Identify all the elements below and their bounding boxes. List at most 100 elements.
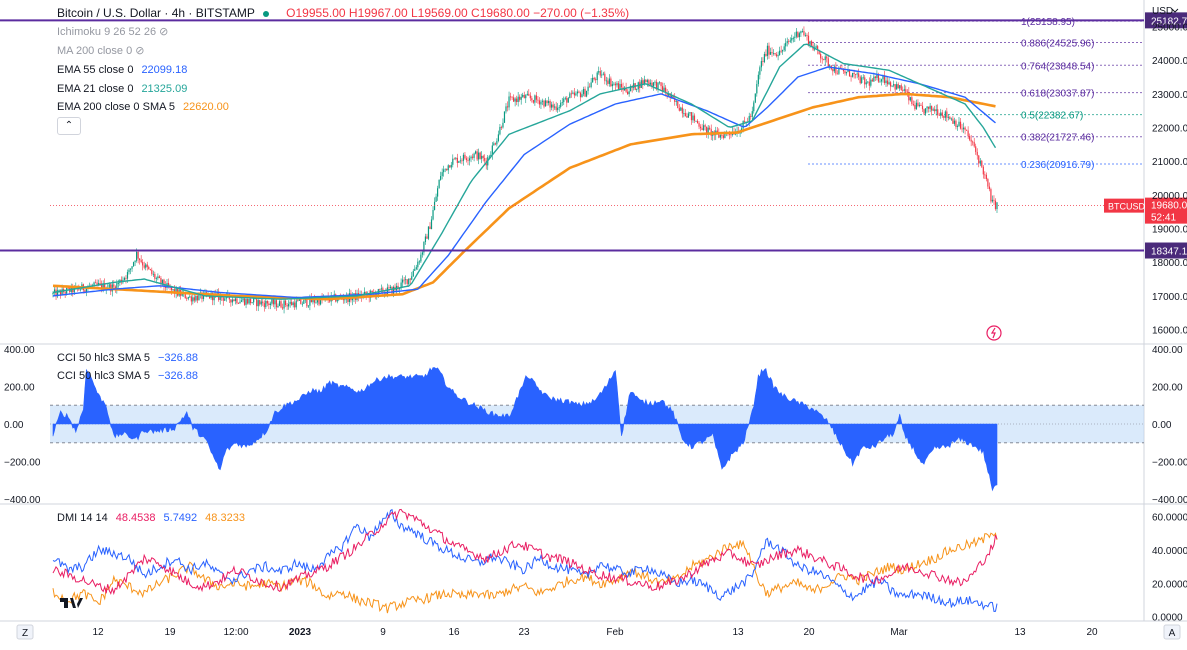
candle-body: [464, 154, 466, 159]
candle-body: [443, 169, 445, 173]
candle-body: [385, 292, 387, 295]
cci-left-tick-label: −400.00: [4, 495, 41, 506]
candle-body: [633, 83, 635, 88]
fib-level-label: 0.764(23848.54): [1021, 61, 1094, 72]
ema21-value: 21325.09: [141, 83, 188, 95]
candle-body: [186, 298, 188, 300]
candle-body: [318, 299, 320, 305]
candle-body: [718, 133, 720, 138]
candle-body: [699, 126, 702, 129]
candle-body: [905, 89, 907, 92]
price-tick-label: 16000.0: [1152, 326, 1187, 337]
candle-body: [447, 165, 449, 171]
ichimoku-label: Ichimoku 9 26 52 26: [57, 26, 157, 38]
candle-body: [479, 152, 481, 159]
candle-body: [438, 179, 440, 189]
candle-body: [889, 82, 892, 87]
candle-body: [540, 101, 542, 105]
candle-body: [598, 71, 600, 73]
legend-cci-1[interactable]: CCI 50 hlc3 SMA 5 −326.88: [57, 352, 198, 365]
symbol-title[interactable]: Bitcoin / U.S. Dollar · 4h · BITSTAMP: [57, 6, 255, 20]
legend-ema55[interactable]: EMA 55 close 0 22099.18: [57, 64, 187, 77]
legend-ma200[interactable]: MA 200 close 0 ⊘: [57, 45, 145, 58]
candle-body: [246, 299, 249, 304]
candle-body: [757, 74, 759, 85]
candle-body: [499, 126, 501, 135]
candle-body: [248, 298, 250, 304]
resistance-label: 25182.7: [1151, 16, 1187, 27]
dmi-tick-label: 20.0000: [1152, 579, 1187, 590]
candle-body: [608, 78, 610, 84]
candle-body: [950, 118, 952, 120]
candle-body: [143, 265, 145, 268]
candle-body: [195, 295, 197, 301]
candle-body: [809, 41, 811, 45]
support-badge: [1145, 242, 1187, 259]
candle-body: [60, 290, 62, 295]
candle-body: [978, 155, 980, 164]
tradingview-logo-icon: [60, 598, 83, 608]
candle-body: [420, 254, 422, 262]
candle-body: [771, 52, 773, 54]
candle-body: [344, 299, 346, 301]
candle-body: [157, 276, 159, 279]
candle-body: [94, 282, 97, 284]
candle-body: [792, 37, 794, 39]
candle-body: [779, 50, 781, 56]
candle-body: [789, 40, 791, 42]
candle-body: [803, 31, 805, 36]
candle-body: [509, 96, 512, 98]
candle-body: [455, 157, 457, 159]
legend-dmi[interactable]: DMI 14 14 48.4538 5.7492 48.3233: [57, 512, 245, 525]
candle-body: [444, 168, 446, 170]
candle-body: [538, 100, 541, 105]
x-tick-label: 13: [732, 627, 744, 638]
candle-body: [265, 300, 267, 308]
candle-body: [190, 296, 192, 302]
candle-body: [940, 112, 942, 116]
candle-body: [768, 45, 770, 55]
candle-body: [192, 297, 194, 302]
zoom-button-label: Z: [22, 628, 28, 639]
collapse-legend-button[interactable]: ⌃: [57, 117, 81, 135]
eye-hidden-icon[interactable]: ⊘: [159, 26, 169, 38]
candle-body: [753, 102, 755, 112]
candle-body: [894, 84, 896, 90]
candle-body: [578, 91, 580, 93]
fib-level-label: 0.618(23037.87): [1021, 89, 1094, 100]
candle-body: [984, 174, 986, 176]
candle-body: [522, 94, 524, 97]
candle-body: [918, 104, 921, 106]
candle-body: [525, 95, 527, 99]
candle-body: [250, 298, 252, 304]
candle-body: [380, 288, 382, 290]
horizontal-levels: 25182.7 18347.1 BTCUSD 19680.052:41: [0, 12, 1187, 341]
legend-ema21[interactable]: EMA 21 close 0 21325.09: [57, 83, 187, 96]
candle-body: [754, 93, 756, 103]
dmi-plus-value: 5.7492: [163, 512, 198, 524]
candle-body: [721, 135, 723, 136]
candle-body: [234, 298, 237, 302]
candle-body: [579, 92, 582, 98]
candle-body: [67, 287, 69, 289]
candle-body: [636, 89, 638, 90]
candle-body: [436, 188, 439, 197]
candle-body: [113, 284, 115, 287]
eye-hidden-icon[interactable]: ⊘: [135, 45, 145, 57]
candle-body: [655, 81, 658, 90]
candle-body: [883, 75, 886, 84]
candle-body: [216, 292, 218, 294]
candle-body: [709, 127, 711, 130]
candle-body: [126, 272, 129, 279]
candle-body: [569, 93, 571, 99]
legend-ichimoku[interactable]: Ichimoku 9 26 52 26 ⊘: [57, 26, 168, 39]
candle-body: [923, 109, 925, 114]
ema55-value: 22099.18: [141, 64, 188, 76]
candle-body: [605, 80, 607, 82]
legend-cci-2[interactable]: CCI 50 hlc3 SMA 5 −326.88: [57, 370, 198, 383]
candle-body: [575, 93, 577, 96]
chevron-up-icon: ⌃: [64, 120, 74, 131]
legend-ema200[interactable]: EMA 200 close 0 SMA 5 22620.00: [57, 101, 229, 114]
